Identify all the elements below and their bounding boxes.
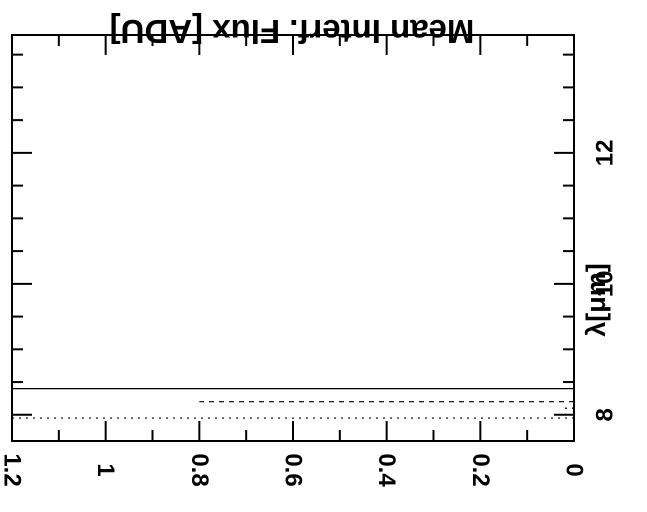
value-tick-label: 0.4 <box>373 453 400 487</box>
ticks <box>11 35 575 441</box>
value-tick-label: 1 <box>92 463 119 476</box>
value-tick-label-group: 0.6 <box>280 453 307 486</box>
x-axis-label: λ[μm] <box>581 263 611 337</box>
value-tick-label: 0.6 <box>280 453 307 486</box>
value-tick-label-group: 0.4 <box>373 453 400 487</box>
wavelength-tick-label-group: 12 <box>592 140 619 167</box>
value-tick-label-group: 0 <box>561 463 588 476</box>
wavelength-tick-label: 12 <box>592 140 619 167</box>
plot-frame <box>11 34 575 442</box>
value-tick-label-group: 0.2 <box>467 453 494 486</box>
chart-title: Mean Interf. Flux [ADU] <box>110 13 475 50</box>
wavelength-tick-label: 8 <box>592 408 619 421</box>
series-lines <box>12 388 574 419</box>
value-tick-label: 0 <box>561 463 588 476</box>
tick-labels: 0 0.2 0.4 0.6 0.8 1 1.2 8 10 12 <box>0 140 619 488</box>
value-tick-label-group: 1.2 <box>0 453 26 486</box>
wavelength-tick-label-group: 10 <box>592 270 619 297</box>
value-tick-label: 0.2 <box>467 453 494 486</box>
wavelength-tick-label-group: 8 <box>592 408 619 421</box>
value-tick-label: 1.2 <box>0 453 26 486</box>
value-tick-label-group: 1 <box>92 463 119 476</box>
wavelength-tick-label: 10 <box>592 270 619 297</box>
value-tick-label: 0.8 <box>186 453 213 486</box>
value-tick-label-group: 0.8 <box>186 453 213 486</box>
